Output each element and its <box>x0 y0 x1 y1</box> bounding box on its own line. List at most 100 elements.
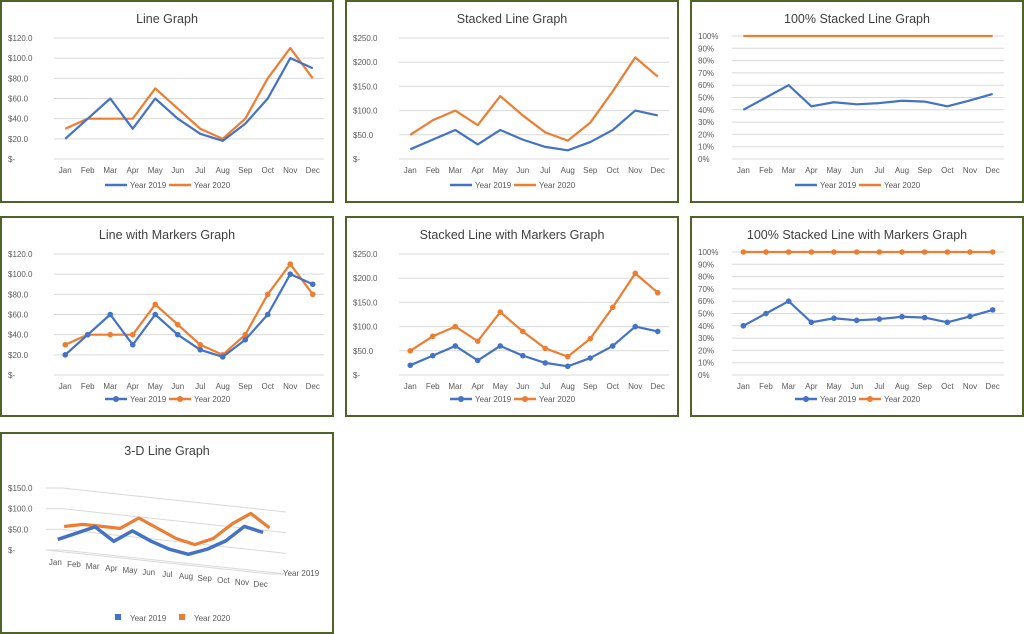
chart-svg: Stacked Line Graph $- $50.0 $100.0 $150.0 $20… <box>353 12 669 190</box>
y-tick-label: $80.0 <box>8 290 29 299</box>
data-point-2020 <box>989 249 996 255</box>
data-point-2019 <box>654 328 661 335</box>
y-tick-label: 30% <box>698 118 714 127</box>
data-point-2019 <box>763 310 769 317</box>
series-line-2019 <box>742 84 993 111</box>
legend-label-2019: Year 2019 <box>130 395 167 404</box>
data-point-2020 <box>542 345 549 352</box>
gridline <box>61 487 287 513</box>
x-tick-label: May <box>826 166 841 175</box>
y-tick-label: 100% <box>698 32 718 41</box>
x-tick-label: Jun <box>516 382 529 391</box>
data-point-2020 <box>564 353 571 360</box>
x-tick-label: Apr <box>805 382 818 391</box>
x-tick-label: Oct <box>262 382 275 391</box>
y-tick-label: $100.0 <box>8 505 33 514</box>
x-tick-label: Dec <box>651 382 665 391</box>
data-point-2020 <box>62 341 69 348</box>
data-point-2020 <box>519 328 526 335</box>
data-point-2019 <box>564 363 571 370</box>
chart-title: Line Graph <box>136 12 198 26</box>
x-tick-label: Jun <box>171 382 184 391</box>
data-point-2019 <box>785 298 792 304</box>
data-point-2020 <box>407 348 414 354</box>
data-point-2019 <box>429 352 436 359</box>
chart-svg: 3-D Line Graph $- $50.0 $100.0 $150.0 Jan Feb M… <box>8 444 320 623</box>
chart-panel-stacked-line-markers: Stacked Line with Markers Graph $- $50.0 $1… <box>345 216 679 417</box>
x-tick-label: Jul <box>162 570 172 579</box>
legend-marker-2019 <box>458 396 464 402</box>
x-tick-label: Jan <box>404 166 417 175</box>
x-tick-label: Sep <box>918 382 933 391</box>
series-line-2019 <box>409 109 658 152</box>
data-point-2020 <box>808 249 815 255</box>
y-tick-label: $- <box>353 155 360 164</box>
data-point-2020 <box>632 270 639 277</box>
x-tick-label: Dec <box>254 580 268 589</box>
series-line-2019 <box>742 300 993 327</box>
legend-label-2020: Year 2020 <box>194 614 231 623</box>
gridline <box>61 528 287 554</box>
data-point-2019 <box>989 307 996 313</box>
x-tick-label: Apr <box>127 166 140 175</box>
chart-title: 100% Stacked Line with Markers Graph <box>747 228 967 242</box>
data-point-2019 <box>452 343 459 349</box>
x-tick-label: Feb <box>81 166 95 175</box>
chart-panel-3d-line: 3-D Line Graph $- $50.0 $100.0 $150.0 Jan Feb M… <box>0 432 334 634</box>
data-point-2019 <box>921 314 928 321</box>
data-point-2019 <box>129 341 136 348</box>
data-point-2019 <box>309 281 316 288</box>
legend-marker-2020 <box>522 396 528 402</box>
data-point-2020 <box>197 341 204 348</box>
x-tick-label: Feb <box>81 382 95 391</box>
y-tick-label: $250.0 <box>353 250 378 259</box>
data-point-2019 <box>967 313 973 320</box>
data-point-2020 <box>107 331 114 338</box>
x-tick-label: Feb <box>759 382 773 391</box>
x-tick-label: Apr <box>472 382 485 391</box>
series-line-2020 <box>409 272 659 358</box>
legend-label-2019: Year 2019 <box>820 395 857 404</box>
data-point-2019 <box>587 355 594 361</box>
chart-svg: Line Graph $- $20.0 $40.0 $60.0 $80.0 $100.0 $1… <box>8 12 324 190</box>
data-point-2019 <box>107 311 114 318</box>
legend-swatch-2019 <box>115 614 121 620</box>
x-tick-label: May <box>148 382 163 391</box>
chart-title: 3-D Line Graph <box>124 444 210 458</box>
y-tick-label: 10% <box>698 359 714 368</box>
y-tick-label: $100.0 <box>353 323 378 332</box>
x-tick-label: Sep <box>583 382 598 391</box>
data-point-2019 <box>407 362 414 369</box>
x-tick-label: Dec <box>986 382 1000 391</box>
data-point-2020 <box>309 291 316 298</box>
data-point-2019 <box>264 311 271 318</box>
y-tick-label: 80% <box>698 57 714 66</box>
x-tick-label: Nov <box>235 578 249 587</box>
series-ribbon-2019 <box>57 524 264 557</box>
y-tick-label: 0% <box>698 371 710 380</box>
x-tick-label: Nov <box>963 382 977 391</box>
y-tick-label: $150.0 <box>353 82 378 91</box>
data-point-2020 <box>287 261 294 267</box>
legend-swatch-2020 <box>179 614 185 620</box>
data-point-2020 <box>429 333 436 340</box>
y-tick-label: 50% <box>698 310 714 319</box>
data-point-2020 <box>921 249 928 255</box>
y-tick-label: $- <box>8 155 15 164</box>
y-tick-label: $100.0 <box>8 270 33 279</box>
x-tick-label: Feb <box>67 560 81 569</box>
x-tick-label: Nov <box>283 382 297 391</box>
legend-marker-2019 <box>113 396 119 402</box>
data-point-2020 <box>944 249 951 255</box>
x-tick-label: Sep <box>918 166 933 175</box>
x-tick-label: May <box>826 382 841 391</box>
data-point-2020 <box>129 331 136 338</box>
chart-panel-percent-line: 100% Stacked Line Graph 0% 10% 20% 30% 40% 50%… <box>690 0 1024 203</box>
y-tick-label: 70% <box>698 69 714 78</box>
x-tick-label: Jul <box>195 166 205 175</box>
data-point-2019 <box>197 346 204 353</box>
chart-panel-stacked-line: Stacked Line Graph $- $50.0 $100.0 $150.0 $20… <box>345 0 679 203</box>
legend-label-2019: Year 2019 <box>130 614 167 623</box>
y-tick-label: 50% <box>698 94 714 103</box>
x-tick-label: Jul <box>874 166 884 175</box>
